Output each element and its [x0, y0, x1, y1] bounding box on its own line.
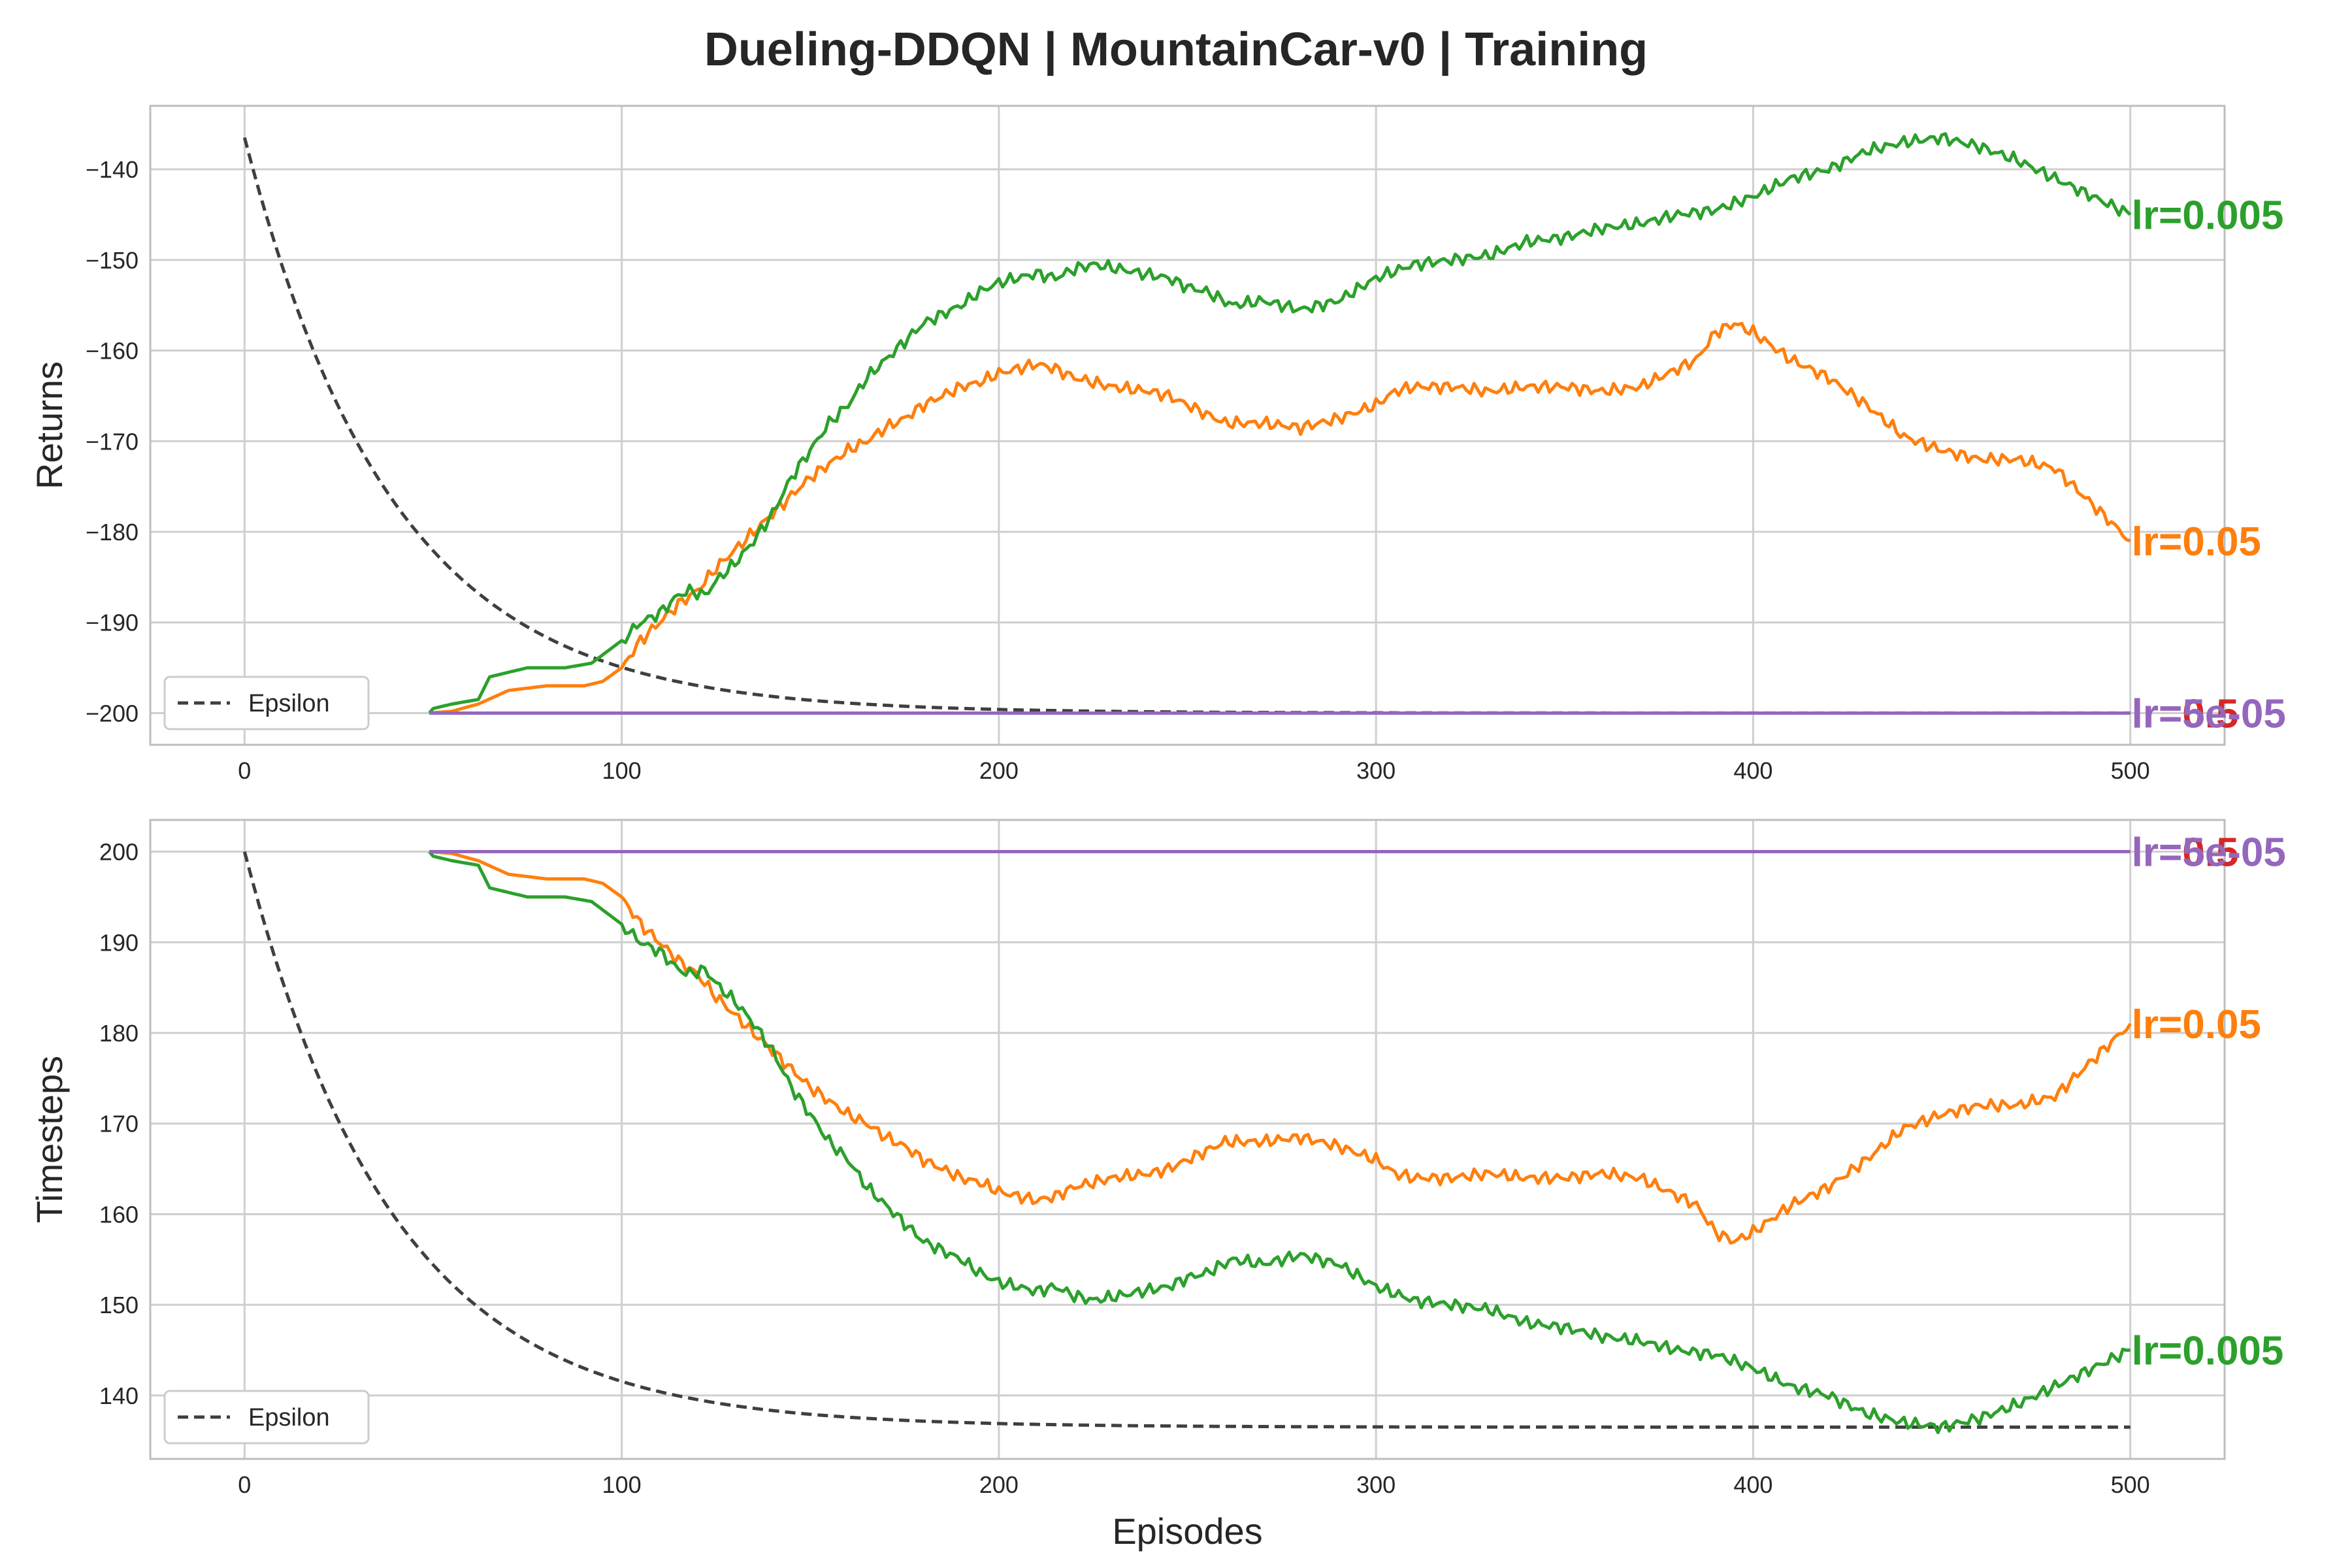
series-end-label: lr=0.05	[2132, 519, 2261, 564]
y-tick-label: −140	[86, 156, 139, 183]
y-tick-label: −160	[86, 338, 139, 365]
y-tick-label: −180	[86, 519, 139, 546]
x-tick-label: 300	[1356, 757, 1396, 784]
x-axis-label: Episodes	[1112, 1511, 1262, 1552]
legend-epsilon-label: Epsilon	[248, 690, 330, 717]
x-tick-label: 300	[1356, 1471, 1396, 1498]
series-end-label: lr=0.05	[2132, 1002, 2261, 1047]
series-end-label: lr=0.5	[2132, 830, 2239, 875]
series-line-lr-0-005	[428, 850, 2131, 1435]
series-line-lr-0-005	[428, 132, 2132, 715]
timesteps-panel: 0 100 200 300 400 500 200 190 180 170 160 150 140 Tim…	[29, 819, 2286, 1552]
y-tick-label: −150	[86, 247, 139, 274]
y-tick-label: −200	[86, 700, 139, 727]
series-end-label: lr=5e-05	[2132, 691, 2286, 736]
plot-frame	[149, 105, 2226, 746]
y-tick-label: 180	[99, 1020, 139, 1047]
x-tick-label: 200	[979, 1471, 1019, 1498]
legend-epsilon-label: Epsilon	[248, 1404, 330, 1431]
series-end-label: lr=0.5	[2132, 691, 2239, 736]
x-tick-label: 400	[1733, 1471, 1772, 1498]
series-line-lr-0-05	[429, 850, 2132, 1245]
plot-frame	[149, 819, 2226, 1460]
y-tick-label: −170	[86, 428, 139, 455]
epsilon-line	[242, 137, 2131, 715]
series-end-label: lr=5e-05	[2132, 830, 2286, 875]
y-tick-label: −190	[86, 610, 139, 636]
legend: Epsilon	[163, 676, 370, 730]
epsilon-line	[242, 851, 2131, 1429]
legend-box	[163, 1390, 370, 1445]
y-tick-label: 200	[99, 839, 139, 866]
y-tick-label: 140	[99, 1382, 139, 1409]
y-tick-label: 160	[99, 1201, 139, 1228]
x-tick-label: 200	[979, 757, 1019, 784]
y-axis-label: Timesteps	[29, 1056, 70, 1223]
x-tick-label: 0	[238, 757, 251, 784]
x-tick-label: 500	[2111, 1471, 2150, 1498]
returns-panel: 0 100 200 300 400 500 −140 −150 −160 −170 −180 −190…	[29, 105, 2286, 784]
x-tick-label: 0	[238, 1471, 251, 1498]
y-tick-label: 190	[99, 929, 139, 956]
x-tick-label: 100	[602, 757, 642, 784]
series-end-label: lr=0.005	[2132, 193, 2284, 238]
figure-title: Dueling-DDQN | MountainCar-v0 | Training	[704, 24, 1648, 76]
x-tick-label: 100	[602, 1471, 642, 1498]
y-tick-label: 150	[99, 1292, 139, 1318]
legend: Epsilon	[163, 1390, 370, 1445]
x-tick-label: 400	[1733, 757, 1772, 784]
y-tick-label: 170	[99, 1111, 139, 1137]
series-line-lr-0-05	[429, 321, 2131, 715]
y-axis-label: Returns	[29, 361, 70, 489]
x-tick-label: 500	[2111, 757, 2150, 784]
series-end-label: lr=0.005	[2132, 1329, 2284, 1374]
legend-box	[163, 676, 370, 730]
